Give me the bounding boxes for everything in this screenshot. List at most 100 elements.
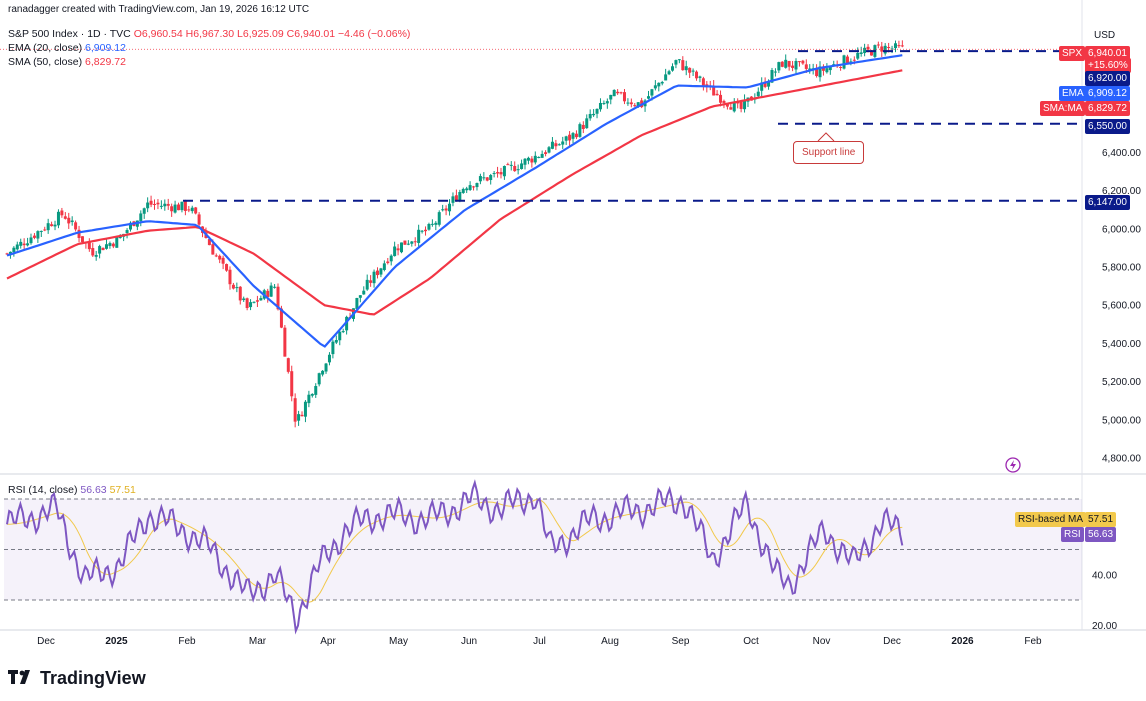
candle-body: [540, 153, 544, 158]
candle-body: [876, 44, 880, 46]
candle-body: [441, 209, 445, 211]
candle-body: [39, 230, 43, 232]
candle-body: [276, 286, 280, 310]
candle-body: [502, 166, 506, 177]
candle-body: [249, 302, 253, 308]
level-6550-label: 6,550.00: [1085, 119, 1130, 134]
candle-body: [485, 177, 489, 181]
candle-body: [454, 195, 458, 202]
candle-body: [317, 373, 321, 385]
candle-body: [856, 52, 860, 59]
candle-body: [338, 331, 342, 341]
candle-body: [664, 74, 668, 81]
candle-body: [235, 287, 239, 289]
candle-body: [533, 155, 537, 163]
ema20-line: [6, 54, 903, 348]
candle-body: [12, 247, 16, 253]
candle-body: [327, 354, 331, 363]
candle-body: [293, 398, 297, 422]
candle-body: [804, 64, 808, 69]
candle-body: [94, 254, 98, 257]
candle-body: [849, 61, 853, 63]
candle-body: [427, 224, 431, 230]
candle-body: [760, 82, 764, 91]
rsi-line: [6, 479, 904, 635]
candle-body: [715, 93, 719, 96]
candle-body: [177, 204, 181, 211]
candle-body: [314, 386, 318, 395]
candle-body: [609, 94, 613, 100]
candle-body: [523, 158, 527, 165]
support-callout-arrow: [817, 132, 835, 142]
sma-tag: SMA:MA: [1040, 101, 1086, 116]
candle-body: [448, 203, 452, 212]
time-tick-label: Oct: [743, 636, 759, 647]
candle-body: [516, 169, 520, 171]
chart-credit: ranadagger created with TradingView.com,…: [8, 4, 310, 15]
candle-body: [646, 96, 650, 99]
candle-body: [739, 101, 743, 109]
candle-body: [331, 341, 335, 355]
candle-body: [444, 208, 448, 211]
candle-body: [712, 85, 716, 96]
candle-body: [845, 56, 849, 64]
candle-body: [211, 244, 215, 255]
candle-body: [74, 222, 78, 230]
candle-body: [677, 59, 681, 61]
candle-body: [797, 61, 801, 63]
candle-body: [626, 102, 630, 104]
price-tick-label: 6,400.00: [1102, 148, 1141, 159]
candle-body: [815, 68, 819, 77]
candle-body: [307, 394, 311, 404]
candle-body: [883, 45, 887, 54]
candle-body: [297, 414, 301, 421]
candle-body: [684, 66, 688, 71]
candle-body: [859, 52, 863, 54]
candle-body: [468, 185, 472, 190]
candle-body: [310, 393, 314, 396]
time-tick-label: Dec: [37, 636, 55, 647]
candle-body: [520, 163, 524, 170]
candle-body: [190, 207, 194, 212]
candle-body: [231, 284, 235, 289]
time-tick-label: Jun: [461, 636, 477, 647]
candle-body: [379, 268, 383, 275]
candle-body: [242, 298, 246, 301]
price-tick-label: 5,200.00: [1102, 377, 1141, 388]
candle-body: [8, 251, 12, 254]
candle-body: [588, 113, 592, 119]
tradingview-logo-icon: [8, 668, 34, 689]
candle-body: [118, 236, 122, 239]
candle-body: [619, 92, 623, 94]
candle-body: [372, 271, 376, 284]
time-tick-label: Mar: [249, 636, 267, 647]
candle-body: [869, 51, 873, 56]
candle-body: [369, 280, 373, 283]
candle-body: [80, 236, 84, 243]
sma-legend-label: SMA (50, close): [8, 56, 83, 68]
candle-body: [568, 134, 572, 141]
candle-body: [290, 371, 294, 397]
candle-body: [393, 246, 397, 257]
candle-body: [773, 71, 777, 73]
candle-body: [598, 102, 602, 110]
candle-body: [413, 241, 417, 243]
candle-body: [104, 244, 108, 249]
candle-body: [111, 243, 115, 247]
candle-body: [36, 231, 40, 239]
candle-body: [255, 300, 259, 302]
candle-body: [98, 246, 102, 254]
candle-body: [173, 204, 177, 213]
sma50-line: [6, 69, 903, 316]
candle-body: [15, 244, 19, 250]
currency-label: USD: [1094, 30, 1116, 41]
candle-body: [736, 102, 740, 104]
candle-body: [286, 358, 290, 372]
candle-body: [32, 235, 36, 238]
candle-body: [808, 68, 812, 70]
candle-body: [153, 203, 157, 205]
candle-body: [238, 286, 242, 301]
candle-body: [214, 255, 218, 257]
ema-legend-value: 6,909.12: [85, 42, 126, 54]
candle-body: [698, 76, 702, 78]
